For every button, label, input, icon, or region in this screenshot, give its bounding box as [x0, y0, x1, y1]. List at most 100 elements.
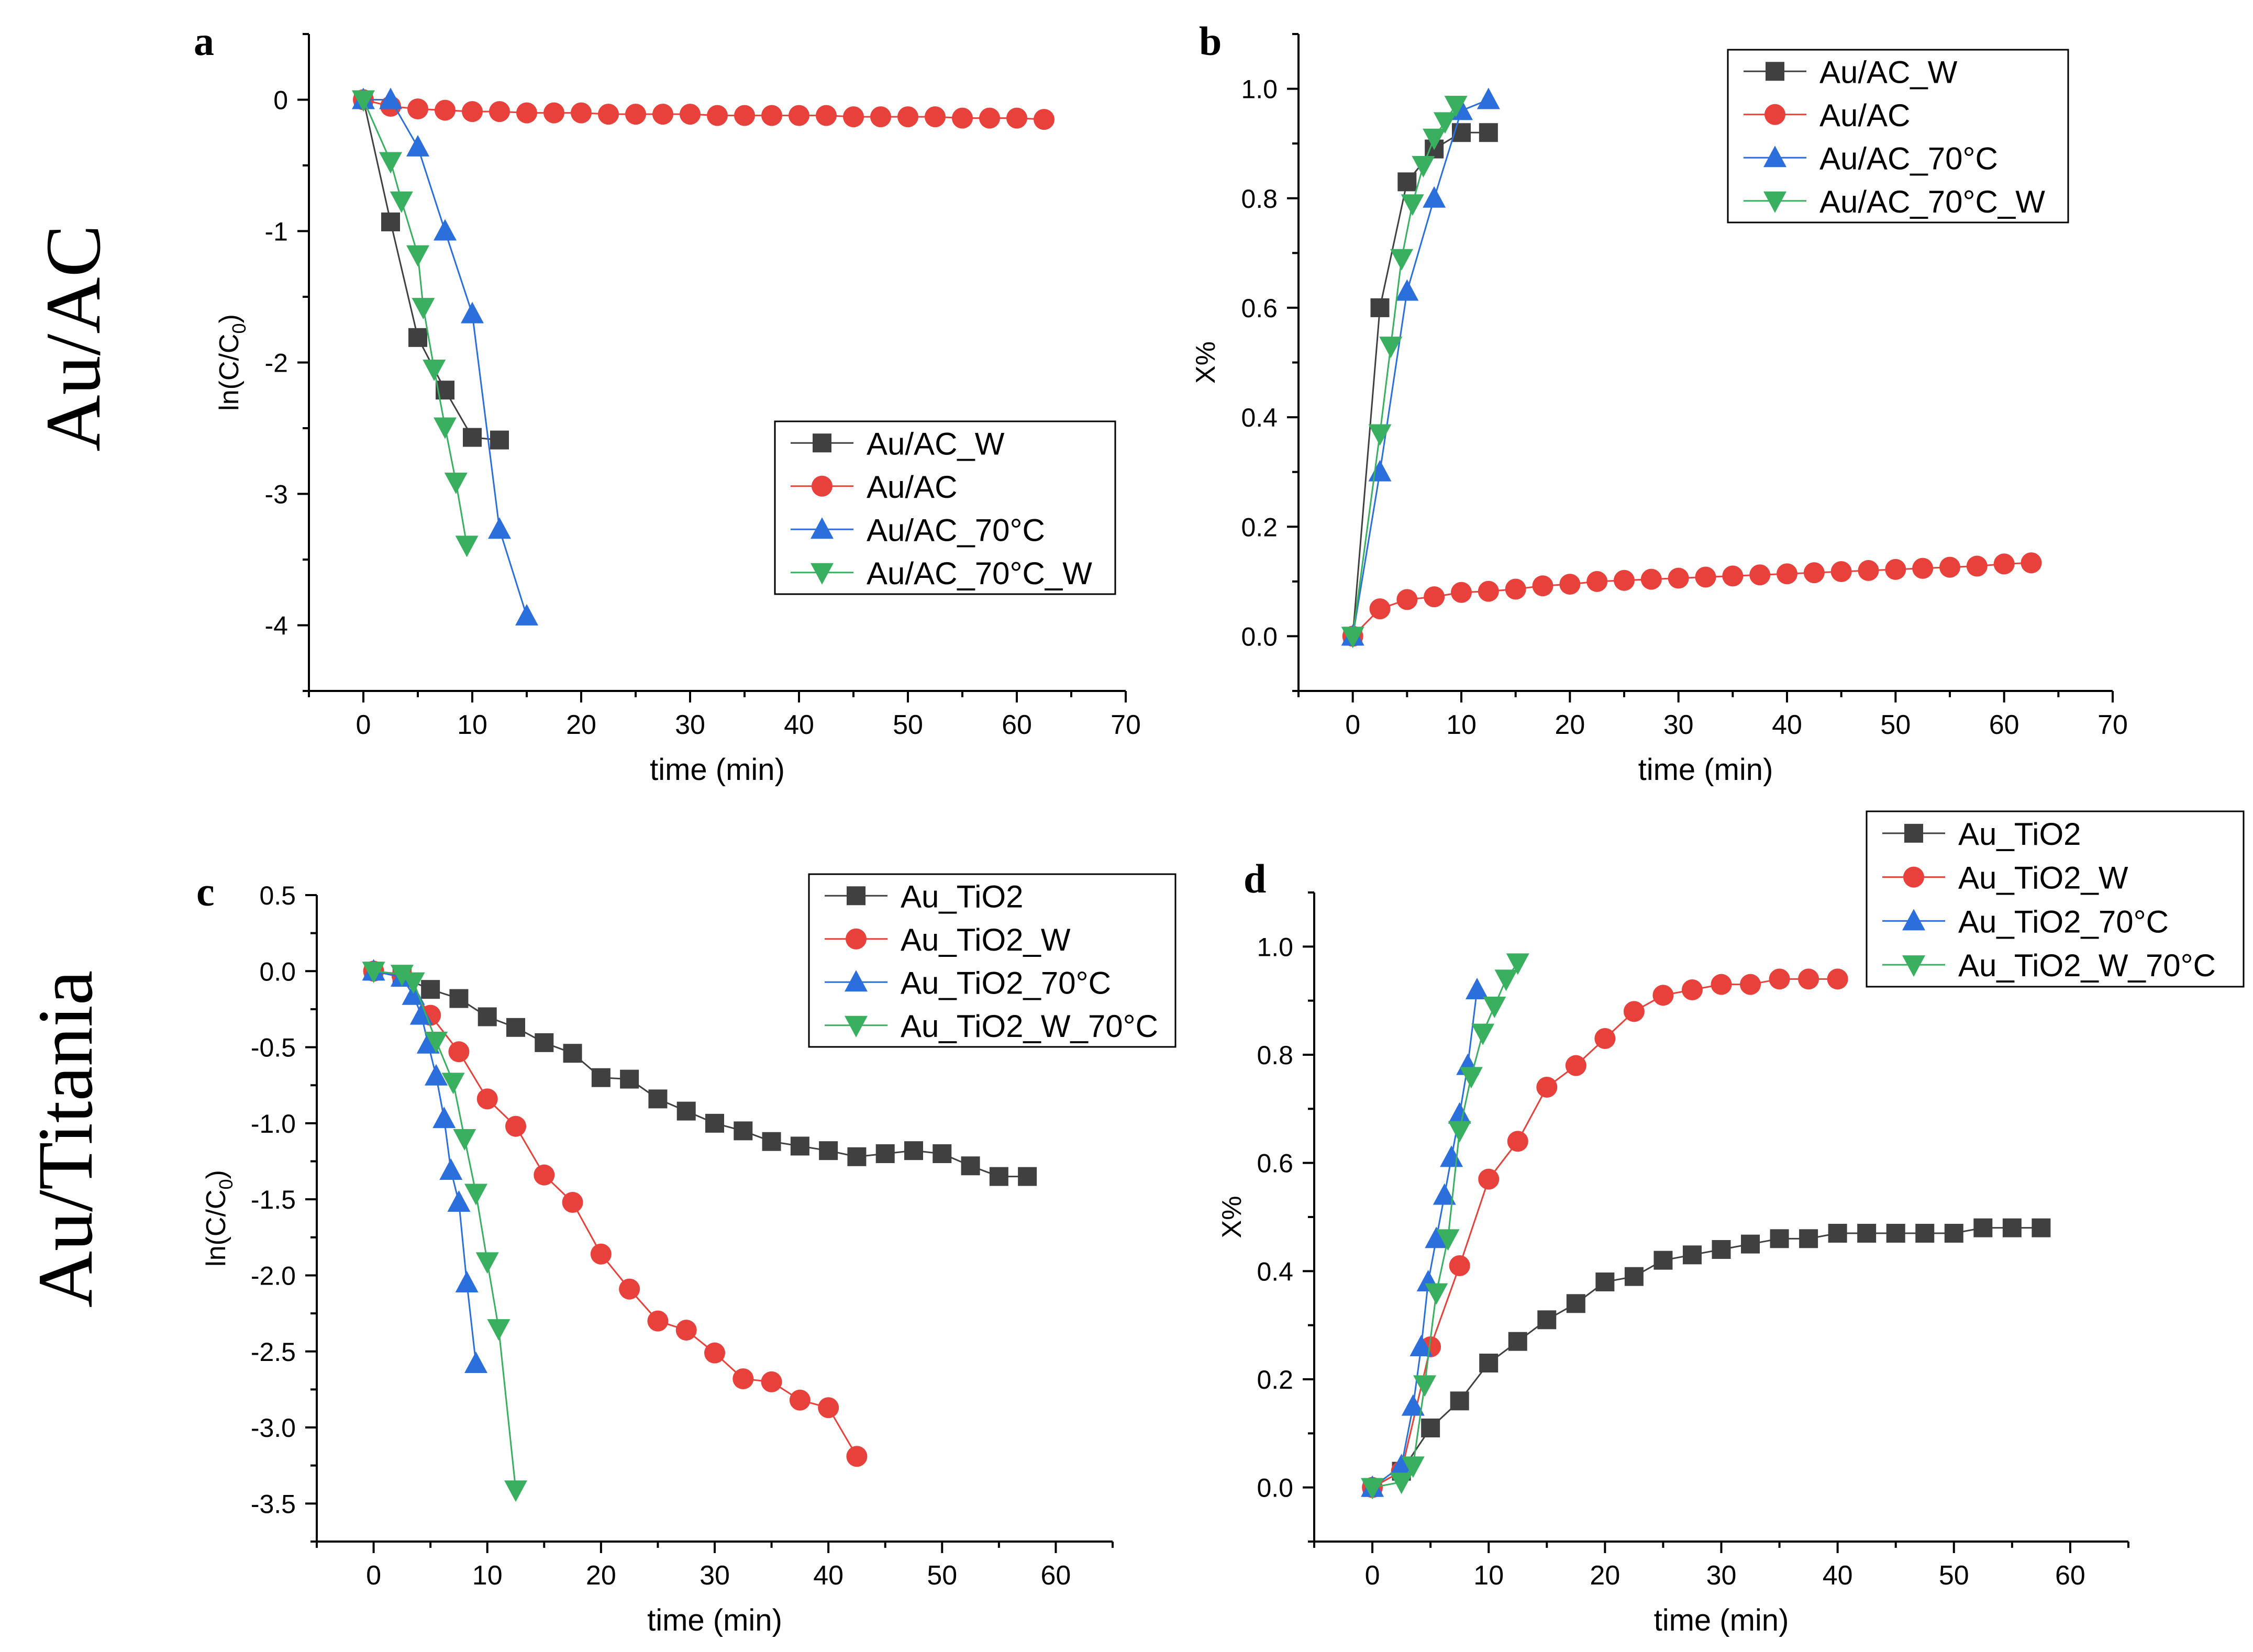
data-point: [1425, 1226, 1448, 1248]
data-point: [1450, 1391, 1469, 1411]
y-tick-label: 0.6: [1241, 294, 1278, 323]
data-point: [847, 1147, 867, 1166]
data-point: [870, 106, 891, 128]
data-point: [1966, 555, 1988, 577]
legend-marker: [812, 475, 833, 497]
data-point: [1433, 112, 1457, 134]
data-point: [1396, 589, 1418, 610]
data-point: [846, 1446, 868, 1467]
data-point: [676, 1101, 696, 1121]
data-point: [461, 302, 484, 323]
data-point: [432, 1107, 456, 1129]
legend-label: Au/AC: [867, 470, 957, 505]
data-point: [1711, 974, 1732, 995]
y-tick-label: 0.0: [1257, 1474, 1293, 1503]
x-tick-label: 50: [893, 710, 923, 740]
x-axis-title: time (min): [1654, 1603, 1789, 1637]
data-point: [1390, 249, 1413, 271]
data-point: [490, 430, 509, 450]
data-point: [534, 1164, 555, 1186]
data-point: [1741, 1234, 1760, 1254]
y-tick-label: 1.0: [1241, 75, 1278, 104]
data-point: [816, 105, 837, 126]
data-point: [819, 1141, 838, 1160]
data-point: [1379, 337, 1403, 359]
data-point: [897, 106, 918, 128]
data-point: [1614, 570, 1635, 591]
legend-label: Au/AC_70°C: [1819, 141, 1998, 176]
chart-panel-b: 0 10 20 30 40 50 60 70 0.0 0.2 0.4 0.6 0.8 1.0 time (m…: [1191, 18, 2128, 787]
data-point: [1722, 565, 1744, 587]
legend-label: Au/AC_70°C: [867, 512, 1045, 548]
data-point: [1006, 107, 1027, 129]
data-point: [435, 99, 456, 121]
data-point: [925, 106, 946, 128]
legend-marker: [1902, 955, 1925, 977]
y-axis-title: X%: [1191, 341, 1221, 384]
y-tick-label: 0.6: [1257, 1149, 1293, 1178]
data-point: [455, 1271, 479, 1292]
data-point: [704, 1342, 725, 1364]
row-label-au-titania: Au/Titania: [22, 970, 109, 1308]
data-point: [790, 1136, 809, 1156]
series-au-tio2-70-c: [362, 959, 487, 1374]
x-tick-label: 60: [1002, 710, 1032, 740]
y-tick-label: 0.0: [1241, 622, 1278, 651]
y-tick-label: 0.5: [259, 881, 296, 910]
series-au-tio2: [1363, 1218, 2051, 1497]
data-point: [406, 135, 429, 157]
legend-box: [1866, 810, 2245, 988]
data-point: [647, 1310, 669, 1332]
data-point: [441, 1073, 465, 1095]
series-au-tio2-w-70-c: [362, 962, 527, 1502]
data-point: [1770, 1229, 1789, 1248]
data-point: [462, 101, 483, 122]
data-point: [1973, 1218, 1993, 1237]
y-tick-label: -2: [265, 349, 288, 378]
data-point: [732, 1368, 754, 1390]
data-point: [652, 104, 673, 125]
data-point: [1652, 985, 1674, 1006]
x-tick-label: 60: [1989, 710, 2019, 740]
data-point: [434, 417, 457, 439]
data-point: [1413, 1375, 1437, 1397]
data-point: [1424, 586, 1445, 608]
y-tick-label: -1.0: [251, 1109, 296, 1138]
y-tick-label: 0.8: [1257, 1041, 1293, 1070]
data-point: [488, 517, 511, 539]
y-tick-label: -3.5: [251, 1489, 296, 1519]
series-line: [373, 970, 477, 1364]
data-point: [1939, 556, 1960, 578]
legend-marker: [813, 433, 831, 453]
series-line: [1372, 962, 1518, 1489]
y-axis-title: X%: [1217, 1196, 1247, 1238]
data-point: [1397, 172, 1417, 192]
data-point: [1483, 997, 1506, 1018]
data-point: [1566, 1294, 1585, 1313]
y-tick-label: 1.0: [1257, 932, 1293, 962]
data-point: [705, 1113, 724, 1133]
data-point: [1623, 1001, 1645, 1022]
y-tick-label: -3.0: [251, 1413, 296, 1443]
legend-marker: [1763, 191, 1786, 213]
x-tick-label: 0: [1345, 710, 1360, 740]
legend-label: Au_TiO2_W_70°C: [901, 1009, 1158, 1044]
legend: Au/AC_W Au/AC Au/AC_70°C Au/AC_70°C_W: [1727, 49, 2069, 224]
data-point: [1034, 109, 1055, 130]
data-point: [1803, 562, 1825, 584]
data-point: [1682, 1245, 1702, 1265]
y-axis-title: ln(C/C0): [201, 1170, 237, 1267]
legend-marker: [811, 517, 834, 539]
x-tick-label: 40: [784, 710, 814, 740]
data-point: [1451, 582, 1472, 603]
data-point: [1653, 1251, 1673, 1270]
data-point: [761, 1371, 782, 1392]
series-au-ac-70-c-w: [352, 90, 479, 557]
x-tick-label: 50: [1880, 710, 1911, 740]
data-point: [1423, 186, 1446, 208]
data-point: [1368, 460, 1392, 482]
data-point: [818, 1397, 839, 1419]
data-point: [1370, 298, 1390, 317]
y-tick-label: -1: [265, 217, 288, 247]
data-point: [707, 105, 728, 126]
